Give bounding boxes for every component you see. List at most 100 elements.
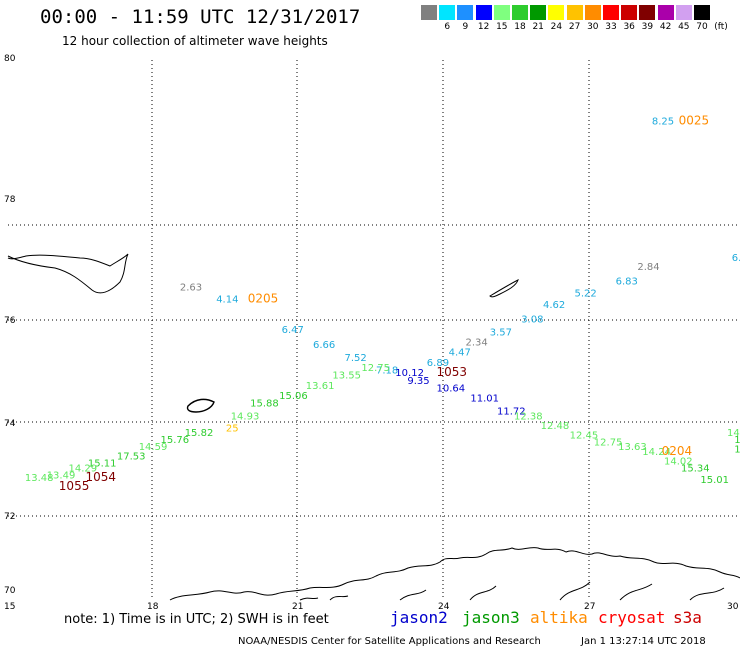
legend-swatch bbox=[530, 5, 547, 20]
lat-label-78: 78 bbox=[4, 195, 16, 205]
wave-height-legend: (ft) 6 9 12 15 18 21 24 27 30 33 36 39 42 45 70 bbox=[421, 5, 729, 35]
legend-swatch bbox=[621, 5, 638, 20]
wave-height-value: 17.53 bbox=[117, 452, 146, 463]
wave-height-value: 14.93 bbox=[231, 412, 260, 423]
legend-label: 30 bbox=[587, 22, 599, 32]
wave-height-value: 6. bbox=[732, 253, 740, 264]
wave-height-value: 14.02 bbox=[664, 456, 693, 467]
wave-height-value: 10.64 bbox=[437, 383, 466, 394]
wave-height-value: 15.06 bbox=[279, 391, 308, 402]
wave-height-value: 13.63 bbox=[618, 442, 647, 453]
legend-label: 42 bbox=[659, 22, 672, 32]
wave-height-value: 4.62 bbox=[543, 300, 565, 311]
legend-label: 27 bbox=[568, 22, 581, 32]
sat-label-altika: altika bbox=[530, 608, 588, 627]
bjornoya-island bbox=[186, 398, 215, 413]
hopen-island bbox=[489, 279, 519, 298]
wave-height-value: 11.72 bbox=[497, 406, 526, 417]
map-subtitle: 12 hour collection of altimeter wave hei… bbox=[62, 34, 328, 48]
grid-lines bbox=[8, 60, 740, 600]
sat-label-jason2: jason2 bbox=[390, 608, 448, 627]
pass-time-label: 0205 bbox=[248, 291, 279, 305]
legend-label: 18 bbox=[514, 22, 526, 32]
legend-swatch bbox=[493, 5, 510, 20]
lat-label-72: 72 bbox=[4, 512, 15, 522]
legend-label: 33 bbox=[605, 22, 617, 32]
wave-height-value: 8.25 bbox=[652, 117, 674, 128]
wave-height-value: 2.34 bbox=[466, 338, 488, 349]
wave-height-value: 15. bbox=[734, 435, 740, 446]
lon-label-18: 18 bbox=[147, 602, 159, 612]
wave-height-value: 13.49 bbox=[47, 470, 76, 481]
pass-time-label: 1054 bbox=[86, 470, 117, 484]
legend-label: 9 bbox=[462, 22, 469, 32]
wave-height-value: 14.59 bbox=[139, 442, 168, 453]
legend-label: 12 bbox=[477, 22, 490, 32]
lat-label-74: 74 bbox=[4, 419, 16, 429]
legend-label: 45 bbox=[678, 22, 690, 32]
sat-label-cryosat: cryosat bbox=[598, 608, 666, 627]
coastlines bbox=[7, 253, 740, 601]
wave-height-value: 15.01 bbox=[700, 475, 729, 486]
legend-swatch bbox=[566, 5, 583, 20]
pass-time-label: 1053 bbox=[437, 365, 468, 379]
legend-label: 36 bbox=[623, 22, 635, 32]
wave-height-value: 4.47 bbox=[449, 348, 471, 359]
pass-time-label: 0025 bbox=[679, 114, 710, 128]
sat-label-s3a: s3a bbox=[673, 608, 702, 627]
wave-height-value: 15. bbox=[734, 445, 740, 456]
wave-height-value: 15.88 bbox=[250, 399, 279, 410]
wave-height-value: 6.89 bbox=[427, 358, 449, 369]
wave-height-value: 15.82 bbox=[185, 428, 214, 439]
wave-height-value: 15.76 bbox=[161, 435, 190, 446]
lon-label-21: 21 bbox=[292, 602, 303, 612]
pass-time-label: 1055 bbox=[59, 479, 90, 493]
wave-height-value: 3.57 bbox=[490, 327, 512, 338]
wave-height-value: 14.59 bbox=[727, 428, 740, 439]
wave-height-value: 6.83 bbox=[616, 277, 638, 288]
wave-height-value: 10.12 bbox=[395, 368, 424, 379]
wave-height-value: 13.48 bbox=[25, 473, 54, 484]
legend-swatch bbox=[584, 5, 601, 20]
wave-height-value: 12.38 bbox=[514, 412, 543, 423]
latitude-axis-labels: 80 78 76 74 72 70 bbox=[4, 54, 16, 596]
lat-label-76: 76 bbox=[4, 316, 16, 326]
wave-height-value: 6.66 bbox=[313, 340, 335, 351]
norway-coast bbox=[169, 547, 740, 601]
wave-height-value: 15.34 bbox=[681, 463, 710, 474]
legend-label: 24 bbox=[550, 22, 563, 32]
legend-swatch bbox=[548, 5, 565, 20]
render-timestamp: Jan 1 13:27:14 UTC 2018 bbox=[581, 636, 706, 647]
wave-height-value: 2.84 bbox=[637, 262, 659, 273]
wave-height-value: 9.35 bbox=[407, 376, 429, 387]
longitude-axis-labels: 15 18 21 24 27 30 bbox=[4, 602, 739, 612]
wave-height-value: 12.45 bbox=[570, 430, 599, 441]
wave-height-value: 12.48 bbox=[541, 421, 570, 432]
legend-label: 21 bbox=[532, 22, 544, 32]
lon-label-30: 30 bbox=[727, 602, 739, 612]
wave-height-value: 6.47 bbox=[282, 325, 304, 336]
map-title: 00:00 - 11:59 UTC 12/31/2017 bbox=[40, 6, 361, 28]
legend-swatch bbox=[439, 5, 456, 20]
legend-swatch bbox=[675, 5, 692, 20]
legend-swatch bbox=[603, 5, 619, 20]
wave-height-value: 2.63 bbox=[180, 283, 202, 294]
wave-height-value: 12.75 bbox=[361, 363, 390, 374]
lon-label-24: 24 bbox=[438, 602, 450, 612]
lon-label-15: 15 bbox=[4, 602, 15, 612]
legend-swatch bbox=[694, 5, 710, 20]
legend-unit: (ft) bbox=[714, 22, 728, 32]
wave-height-value: 14.24 bbox=[642, 447, 671, 458]
wave-height-value: 7.18 bbox=[376, 366, 398, 377]
wave-height-value: 7.52 bbox=[345, 353, 367, 364]
legend-label: 15 bbox=[496, 22, 508, 32]
norway-fjords bbox=[299, 581, 725, 601]
svalbard-coast bbox=[7, 253, 129, 294]
wave-height-value: 25 bbox=[226, 423, 239, 434]
legend-swatch bbox=[475, 5, 492, 20]
legend-swatch bbox=[457, 5, 474, 20]
legend-swatch bbox=[421, 5, 437, 20]
legend-swatch bbox=[512, 5, 528, 20]
